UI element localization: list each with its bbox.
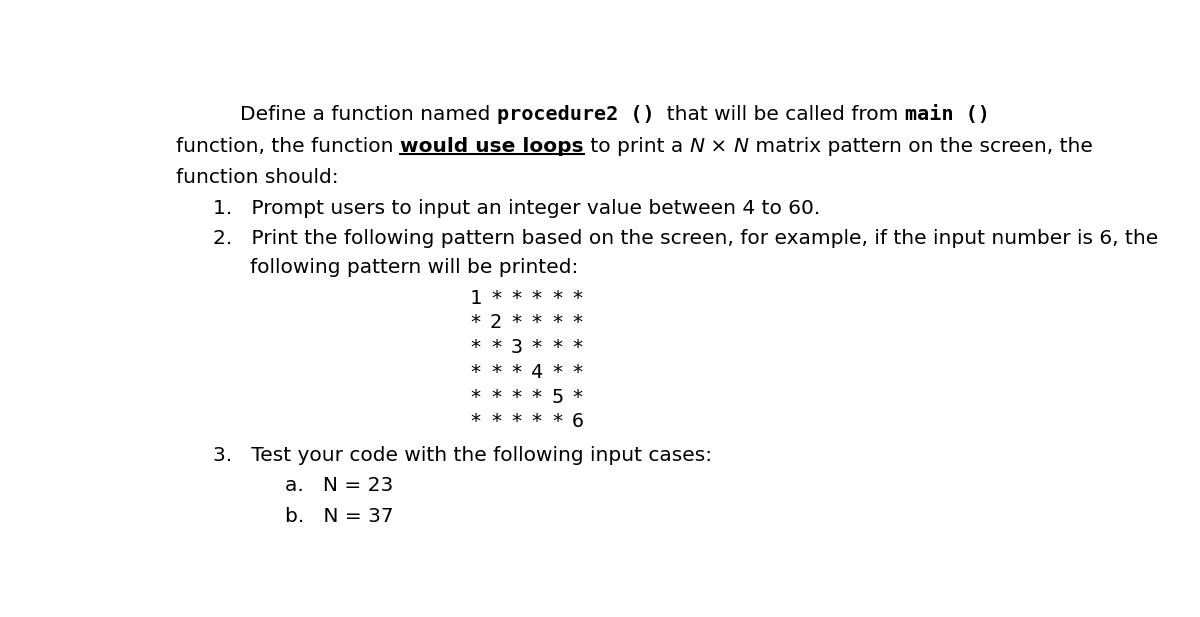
Text: N: N [733,137,749,155]
Text: *: * [530,338,542,357]
Text: following pattern will be printed:: following pattern will be printed: [251,258,578,277]
Text: function should:: function should: [176,168,338,186]
Text: matrix pattern on the screen, the: matrix pattern on the screen, the [749,137,1093,155]
Text: 3.   Test your code with the following input cases:: 3. Test your code with the following inp… [214,445,713,465]
Text: ×: × [704,137,733,155]
Text: *: * [490,289,502,308]
Text: *: * [510,387,522,407]
Text: would use loops: would use loops [400,137,583,155]
Text: 3: 3 [510,338,522,357]
Text: *: * [551,363,564,382]
Text: a.   N = 23: a. N = 23 [284,476,394,495]
Text: 1.   Prompt users to input an integer value between 4 to 60.: 1. Prompt users to input an integer valu… [214,199,821,218]
Text: *: * [490,363,502,382]
Text: to print a: to print a [583,137,689,155]
Text: *: * [469,338,481,357]
Text: that will be called from: that will be called from [654,105,905,124]
Text: 2: 2 [490,313,502,333]
Text: function, the function: function, the function [176,137,400,155]
Text: *: * [510,313,522,333]
Text: *: * [530,289,542,308]
Text: *: * [510,363,522,382]
Text: *: * [469,363,481,382]
Text: *: * [510,412,522,431]
Text: *: * [571,289,584,308]
Text: 2.   Print the following pattern based on the screen, for example, if the input : 2. Print the following pattern based on … [214,230,1158,249]
Text: *: * [571,313,584,333]
Text: *: * [530,387,542,407]
Text: *: * [490,387,502,407]
Text: b.   N = 37: b. N = 37 [284,507,394,526]
Text: *: * [469,313,481,333]
Text: *: * [551,412,564,431]
Text: *: * [571,338,584,357]
Text: 1: 1 [469,289,481,308]
Text: *: * [551,313,564,333]
Text: Define a function named: Define a function named [240,105,497,124]
Text: *: * [469,387,481,407]
Text: N: N [689,137,704,155]
Text: *: * [490,412,502,431]
Text: *: * [490,338,502,357]
Text: *: * [530,412,542,431]
Text: 6: 6 [571,412,584,431]
Text: procedure2 (): procedure2 () [497,105,654,124]
Text: *: * [551,289,564,308]
Text: *: * [551,338,564,357]
Text: 4: 4 [530,363,542,382]
Text: main (): main () [905,105,990,124]
Text: 5: 5 [551,387,564,407]
Text: *: * [530,313,542,333]
Text: *: * [510,289,522,308]
Text: *: * [571,363,584,382]
Text: *: * [469,412,481,431]
Text: *: * [571,387,584,407]
